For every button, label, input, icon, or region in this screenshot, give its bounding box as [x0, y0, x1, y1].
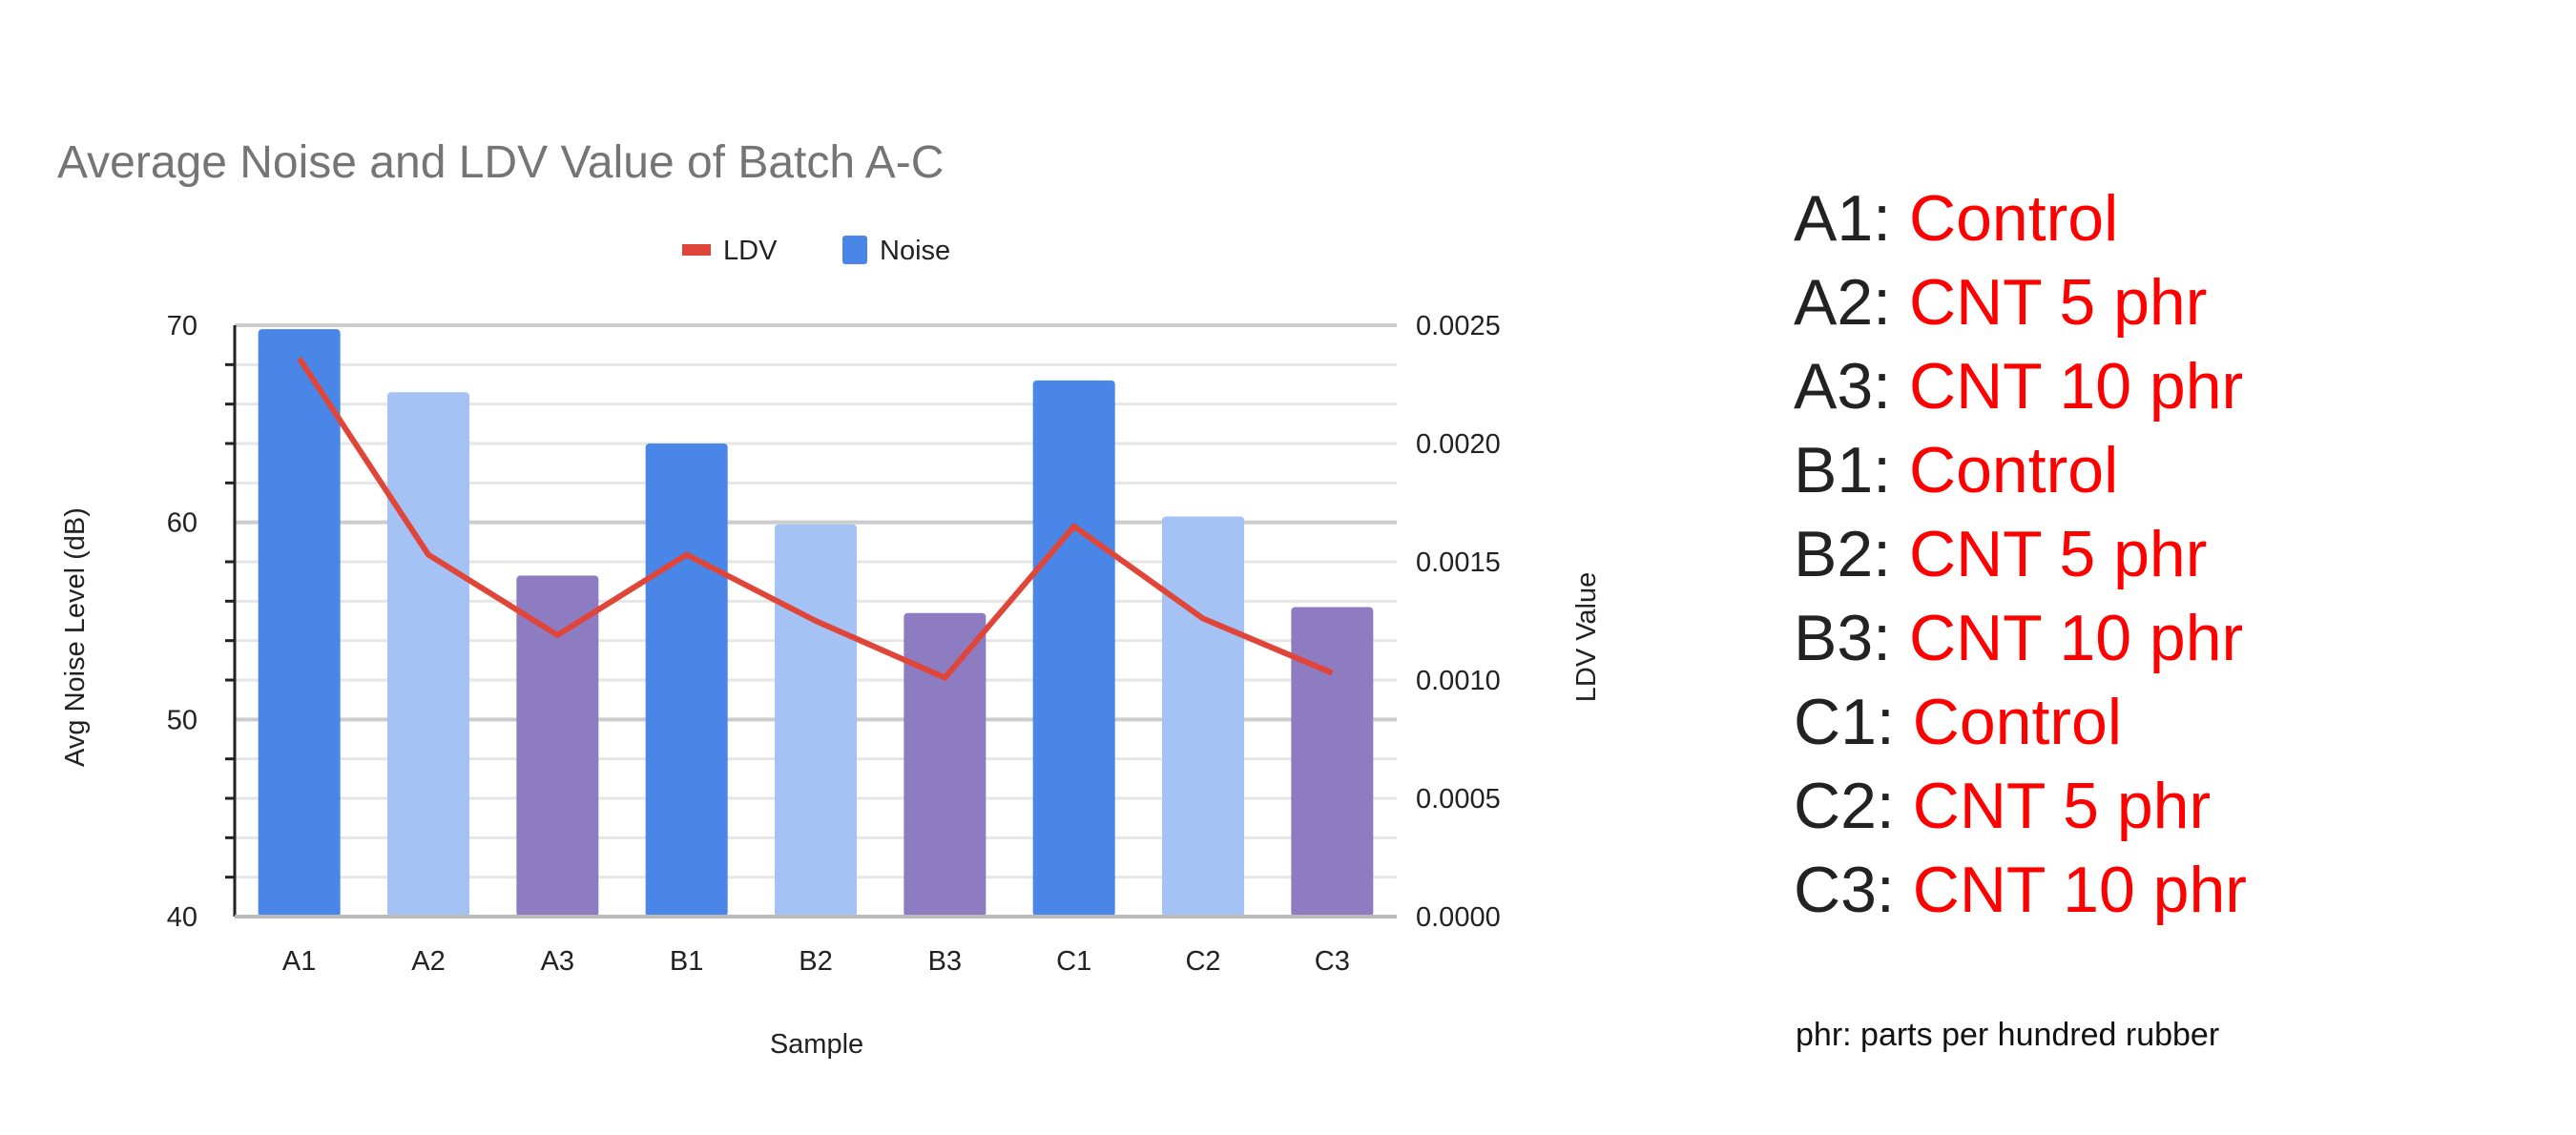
x-tick-label: A3: [541, 946, 574, 977]
note-b3: B3: CNT 10 phr: [1794, 596, 2247, 680]
y-left-tick-label: 70: [167, 311, 197, 341]
note-code: B2:: [1794, 518, 1909, 590]
note-b2: B2: CNT 5 phr: [1794, 512, 2247, 596]
note-code: C1:: [1794, 686, 1913, 758]
x-tick-label: C2: [1185, 946, 1220, 977]
note-desc: Control: [1908, 182, 2119, 255]
legend-ldv-label: LDV: [723, 236, 778, 266]
bar-B1: [645, 444, 728, 917]
note-code: B3:: [1794, 602, 1909, 674]
note-desc: CNT 10 phr: [1908, 350, 2244, 423]
legend: LDV Noise: [682, 236, 950, 266]
y-left-tick-label: 50: [167, 705, 197, 735]
note-desc: CNT 5 phr: [1908, 518, 2208, 590]
x-tick-label: B2: [799, 946, 832, 977]
bar-A1: [258, 329, 341, 918]
y-right-tick-label: 0.0020: [1416, 429, 1501, 460]
x-tick-label: A1: [282, 946, 316, 977]
x-axis-label: Sample: [770, 1029, 863, 1060]
y-right-tick-label: 0.0010: [1416, 666, 1501, 696]
note-desc: Control: [1908, 434, 2119, 506]
x-tick-label: C3: [1315, 946, 1350, 977]
note-a1: A1: Control: [1794, 176, 2247, 260]
note-code: B1:: [1794, 434, 1909, 506]
note-c3: C3: CNT 10 phr: [1794, 848, 2247, 932]
legend-noise-swatch: [842, 236, 867, 264]
note-desc: CNT 10 phr: [1912, 854, 2247, 926]
x-tick-label: B1: [670, 946, 703, 977]
note-desc: CNT 10 phr: [1908, 602, 2244, 674]
note-code: C2:: [1794, 770, 1913, 842]
footnote: phr: parts per hundred rubber: [1796, 1017, 2220, 1053]
axes: 40 50 60 70 0.0000 0.0005 0.0010 0.0015 0.0020 0.…: [167, 311, 1501, 977]
note-c1: C1: Control: [1794, 680, 2247, 764]
note-b1: B1: Control: [1794, 428, 2247, 512]
y-right-tick-label: 0.0015: [1416, 547, 1501, 578]
sample-legend-notes: A1: Control A2: CNT 5 phr A3: CNT 10 phr B1…: [1794, 176, 2247, 932]
note-desc: CNT 5 phr: [1908, 266, 2208, 339]
note-c2: C2: CNT 5 phr: [1794, 764, 2247, 848]
y-axis-left-label: Avg Noise Level (dB): [60, 507, 91, 767]
y-right-tick-label: 0.0025: [1416, 311, 1501, 341]
bar-C3: [1291, 607, 1374, 917]
bar-B3: [904, 612, 987, 917]
note-code: C3:: [1794, 854, 1913, 926]
note-a2: A2: CNT 5 phr: [1794, 260, 2247, 344]
note-a3: A3: CNT 10 phr: [1794, 344, 2247, 428]
y-right-tick-label: 0.0005: [1416, 784, 1501, 815]
y-right-tick-label: 0.0000: [1416, 902, 1501, 933]
bar-C2: [1162, 516, 1244, 917]
ldv-line: [297, 357, 1334, 681]
chart-title: Average Noise and LDV Value of Batch A-C: [57, 137, 944, 188]
note-code: A3:: [1794, 350, 1909, 423]
legend-noise-label: Noise: [880, 236, 950, 266]
note-desc: Control: [1912, 686, 2122, 758]
y-axis-right-label: LDV Value: [1571, 572, 1602, 703]
bar-C1: [1032, 380, 1115, 917]
x-tick-label: A2: [411, 946, 445, 977]
y-left-tick-label: 40: [167, 902, 197, 933]
note-code: A2:: [1794, 266, 1909, 339]
y-left-tick-label: 60: [167, 508, 197, 539]
ldv-series-line: [297, 357, 1334, 681]
bar-B2: [775, 524, 857, 917]
note-desc: CNT 5 phr: [1912, 770, 2212, 842]
bar-A3: [516, 575, 599, 917]
x-tick-label: B3: [928, 946, 962, 977]
legend-ldv-swatch: [682, 244, 711, 256]
note-code: A1:: [1794, 182, 1909, 255]
bar-A2: [387, 392, 469, 917]
x-tick-label: C1: [1056, 946, 1091, 977]
